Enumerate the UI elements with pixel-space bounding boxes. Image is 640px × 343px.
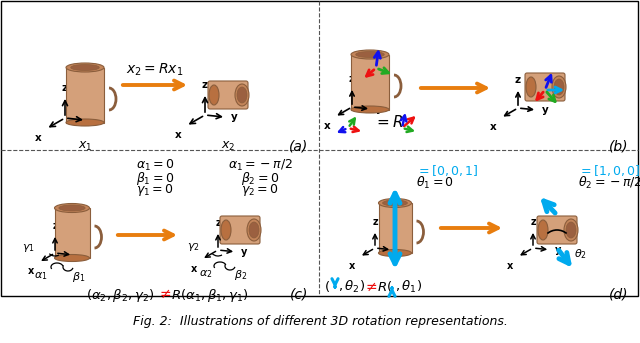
- Text: $\gamma_1$: $\gamma_1$: [22, 242, 35, 254]
- Text: $(\alpha_2, \beta_2, \gamma_2)$: $(\alpha_2, \beta_2, \gamma_2)$: [86, 287, 155, 304]
- Text: (a): (a): [289, 140, 308, 154]
- Ellipse shape: [351, 50, 389, 59]
- Text: $\alpha_1 = -\pi/2$: $\alpha_1 = -\pi/2$: [228, 158, 292, 173]
- Text: y: y: [555, 245, 561, 255]
- Ellipse shape: [566, 222, 576, 238]
- Text: $x_2 = Rx_1$: $x_2 = Rx_1$: [126, 62, 184, 78]
- Text: z: z: [215, 218, 221, 228]
- Text: $x_2$: $x_2$: [221, 140, 235, 153]
- Text: $\beta_1 = 0$: $\beta_1 = 0$: [136, 170, 174, 187]
- Text: $, \theta_1)$: $, \theta_1)$: [395, 279, 422, 295]
- Text: x: x: [507, 261, 513, 271]
- Text: $R(\alpha_1, \beta_1, \gamma_1)$: $R(\alpha_1, \beta_1, \gamma_1)$: [171, 287, 249, 304]
- Text: x: x: [324, 121, 331, 131]
- Ellipse shape: [249, 222, 259, 238]
- Bar: [1, 1, 638, 296]
- Text: y: y: [231, 112, 237, 122]
- Bar: [351, 55, 389, 109]
- Ellipse shape: [356, 51, 384, 58]
- Ellipse shape: [221, 220, 231, 240]
- Ellipse shape: [383, 200, 408, 206]
- Bar: [66, 68, 104, 122]
- Text: (b): (b): [609, 140, 628, 154]
- Text: $\beta_2 = 0$: $\beta_2 = 0$: [241, 170, 279, 187]
- Text: x: x: [349, 261, 355, 271]
- Text: x: x: [191, 263, 198, 273]
- Ellipse shape: [66, 63, 104, 72]
- Text: x: x: [175, 130, 182, 140]
- Ellipse shape: [351, 106, 389, 113]
- Text: z: z: [202, 80, 208, 90]
- Text: $= [1,0,0]$: $= [1,0,0]$: [578, 163, 640, 178]
- Text: $\gamma_2 = 0$: $\gamma_2 = 0$: [241, 182, 279, 198]
- Ellipse shape: [235, 84, 249, 106]
- Ellipse shape: [59, 205, 85, 211]
- Ellipse shape: [526, 77, 536, 97]
- Text: y: y: [78, 250, 84, 260]
- Text: z: z: [530, 217, 536, 227]
- Text: $\neq$: $\neq$: [157, 287, 172, 301]
- Text: y: y: [542, 105, 548, 115]
- Ellipse shape: [552, 76, 566, 98]
- Text: x: x: [35, 133, 42, 143]
- Text: (c): (c): [290, 287, 308, 301]
- Ellipse shape: [237, 87, 247, 103]
- Text: $= R$: $= R$: [374, 114, 404, 130]
- Text: $\theta_1 = 0$: $\theta_1 = 0$: [416, 175, 454, 191]
- Text: z: z: [349, 74, 355, 84]
- Text: z: z: [62, 83, 68, 93]
- FancyBboxPatch shape: [537, 216, 577, 244]
- Text: $\gamma_1 = 0$: $\gamma_1 = 0$: [136, 182, 174, 198]
- Text: z: z: [372, 217, 378, 227]
- Ellipse shape: [54, 255, 90, 261]
- Ellipse shape: [247, 219, 261, 241]
- Text: z: z: [52, 221, 58, 231]
- FancyBboxPatch shape: [208, 81, 248, 109]
- Text: y: y: [376, 104, 383, 114]
- Text: $\alpha_2$: $\alpha_2$: [198, 268, 212, 280]
- Text: (d): (d): [609, 287, 628, 301]
- Bar: [378, 203, 412, 253]
- Text: $\alpha_1 = 0$: $\alpha_1 = 0$: [136, 158, 174, 173]
- Text: $\theta_2 = -\pi/2$: $\theta_2 = -\pi/2$: [578, 175, 640, 191]
- FancyBboxPatch shape: [220, 216, 260, 244]
- Text: $R($: $R($: [377, 280, 392, 295]
- Ellipse shape: [54, 203, 90, 213]
- Text: $\beta_1$: $\beta_1$: [72, 270, 85, 284]
- Text: Fig. 2:  Illustrations of different 3D rotation representations.: Fig. 2: Illustrations of different 3D ro…: [132, 316, 508, 329]
- Text: z: z: [515, 75, 521, 85]
- Ellipse shape: [554, 79, 564, 95]
- Ellipse shape: [66, 119, 104, 126]
- Text: $, \theta_2)$: $, \theta_2)$: [338, 279, 365, 295]
- Text: $x_1$: $x_1$: [78, 140, 92, 153]
- Text: x: x: [490, 122, 497, 132]
- Text: y: y: [397, 245, 403, 255]
- Bar: [54, 208, 90, 258]
- Text: $\alpha_1$: $\alpha_1$: [35, 270, 48, 282]
- Text: y: y: [241, 247, 248, 257]
- Text: $\theta_2$: $\theta_2$: [574, 247, 587, 261]
- Ellipse shape: [564, 219, 578, 241]
- Text: $\beta_2$: $\beta_2$: [234, 268, 247, 282]
- Ellipse shape: [538, 220, 548, 240]
- Text: $= [0,0,1]$: $= [0,0,1]$: [416, 163, 479, 178]
- Text: x: x: [28, 267, 35, 276]
- Ellipse shape: [378, 199, 412, 208]
- Ellipse shape: [209, 85, 219, 105]
- Text: $\gamma_2$: $\gamma_2$: [188, 241, 200, 253]
- Text: y: y: [91, 115, 98, 125]
- Ellipse shape: [378, 249, 412, 257]
- Text: $\neq$: $\neq$: [363, 280, 378, 294]
- Ellipse shape: [71, 64, 99, 71]
- Text: $($: $($: [324, 280, 330, 295]
- FancyBboxPatch shape: [525, 73, 565, 101]
